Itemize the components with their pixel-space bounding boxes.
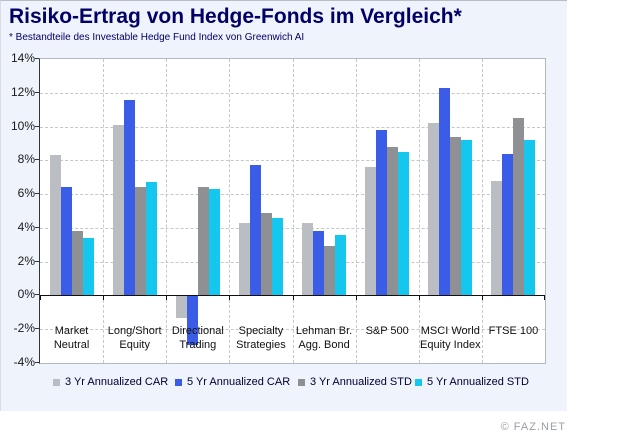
legend-label: 3 Yr Annualized CAR [65, 376, 169, 388]
zero-axis-tick [292, 295, 294, 301]
footer-credit: © FAZ.NET [500, 421, 566, 433]
zero-axis-tick [40, 295, 41, 301]
bar-1-8 [491, 180, 503, 296]
bar-3-1 [71, 231, 83, 296]
bar-2-2 [123, 99, 135, 296]
bar-2-7 [439, 87, 451, 296]
category-label: Long/Short Equity [107, 325, 162, 352]
bar-1-5 [302, 222, 314, 296]
legend-item: 5 Yr Annualized STD [415, 375, 529, 389]
plot-area: Market Neutral Long/Short Equity Direction… [39, 58, 546, 364]
zero-axis-tick [166, 295, 168, 301]
y-tick-label: 12% [10, 84, 35, 99]
bar-1-2 [112, 124, 124, 296]
y-tick-label: 2% [17, 253, 35, 268]
bar-1-7 [428, 123, 440, 296]
y-tick-mark [35, 125, 39, 127]
gridline-v [166, 59, 168, 363]
bar-2-4 [249, 165, 261, 296]
zero-axis-tick [418, 295, 420, 301]
zero-axis-tick [229, 295, 231, 301]
category-label: FTSE 100 [488, 325, 539, 338]
y-tick-label: 10% [10, 118, 35, 133]
bar-1-3 [175, 296, 187, 319]
legend-swatch-3yr-std [298, 378, 305, 386]
legend-item: 3 Yr Annualized CAR [53, 375, 168, 389]
bar-3-3 [197, 187, 209, 296]
zero-axis-tick [544, 295, 545, 301]
y-tick-mark [35, 294, 39, 296]
bar-4-3 [208, 189, 220, 296]
chart-subtitle: * Bestandteile des Investable Hedge Fund… [9, 32, 305, 43]
bar-2-8 [502, 153, 514, 296]
legend-item: 3 Yr Annualized STD [298, 375, 412, 389]
y-tick-label: 0% [17, 287, 35, 302]
y-tick-mark [35, 226, 39, 228]
legend-item: 5 Yr Annualized CAR [175, 375, 290, 389]
bar-4-5 [335, 234, 347, 296]
bar-1-6 [365, 167, 377, 296]
legend-swatch-5yr-car [175, 378, 182, 386]
bar-4-4 [271, 217, 283, 296]
category-label: Specialty Strategies [236, 325, 286, 352]
bar-4-6 [398, 151, 410, 296]
bar-2-5 [313, 231, 325, 296]
gridline-v [355, 59, 357, 363]
bar-3-2 [134, 187, 146, 296]
zero-axis-tick [103, 295, 105, 301]
zero-axis-tick [481, 295, 483, 301]
category-label: MSCI World Equity Index [420, 325, 481, 352]
page-title: Risiko-Ertrag von Hedge-Fonds im Verglei… [9, 5, 462, 28]
y-tick-label: -2% [13, 321, 35, 336]
bar-3-7 [450, 136, 462, 296]
bar-3-5 [324, 246, 336, 296]
bar-4-2 [145, 182, 157, 296]
y-tick-label: 6% [17, 186, 35, 201]
y-tick-mark [35, 362, 39, 363]
y-tick-mark [35, 193, 39, 195]
y-tick-label: 4% [17, 219, 35, 234]
gridline-v [229, 59, 231, 363]
zero-axis-tick [355, 295, 357, 301]
y-tick-mark [35, 159, 39, 161]
bar-2-6 [376, 129, 388, 296]
category-label: S&P 500 [365, 325, 409, 338]
bar-2-1 [60, 187, 72, 296]
legend: 3 Yr Annualized CAR 5 Yr Annualized CAR … [1, 375, 567, 391]
bar-3-6 [387, 146, 399, 296]
bar-4-7 [461, 140, 473, 296]
category-label: Market Neutral [53, 325, 90, 352]
category-label: Directional Trading [171, 325, 224, 352]
y-tick-mark [35, 328, 39, 330]
bar-1-1 [49, 155, 61, 296]
legend-label: 3 Yr Annualized STD [310, 376, 412, 388]
bar-4-8 [524, 140, 536, 296]
bar-2-3 [186, 296, 198, 346]
bar-1-4 [238, 222, 250, 296]
y-tick-label: 14% [10, 51, 35, 65]
bar-4-1 [82, 238, 94, 296]
bar-3-4 [260, 212, 272, 296]
y-tick-mark [35, 260, 39, 262]
gridline-v [481, 59, 483, 363]
legend-label: 5 Yr Annualized STD [427, 376, 529, 388]
y-tick-label: 8% [17, 152, 35, 167]
y-tick-mark [35, 58, 39, 59]
chart-panel: Risiko-Ertrag von Hedge-Fonds im Verglei… [0, 0, 567, 411]
legend-swatch-5yr-std [415, 378, 422, 386]
category-label: Lehman Br. Agg. Bond [295, 325, 353, 352]
bar-3-8 [513, 118, 525, 296]
legend-label: 5 Yr Annualized CAR [187, 376, 291, 388]
legend-swatch-3yr-car [53, 378, 60, 386]
gridline-v [103, 59, 105, 363]
gridline-v [418, 59, 420, 363]
y-tick-mark [35, 91, 39, 93]
y-tick-label: -4% [13, 355, 35, 369]
gridline-v [292, 59, 294, 363]
